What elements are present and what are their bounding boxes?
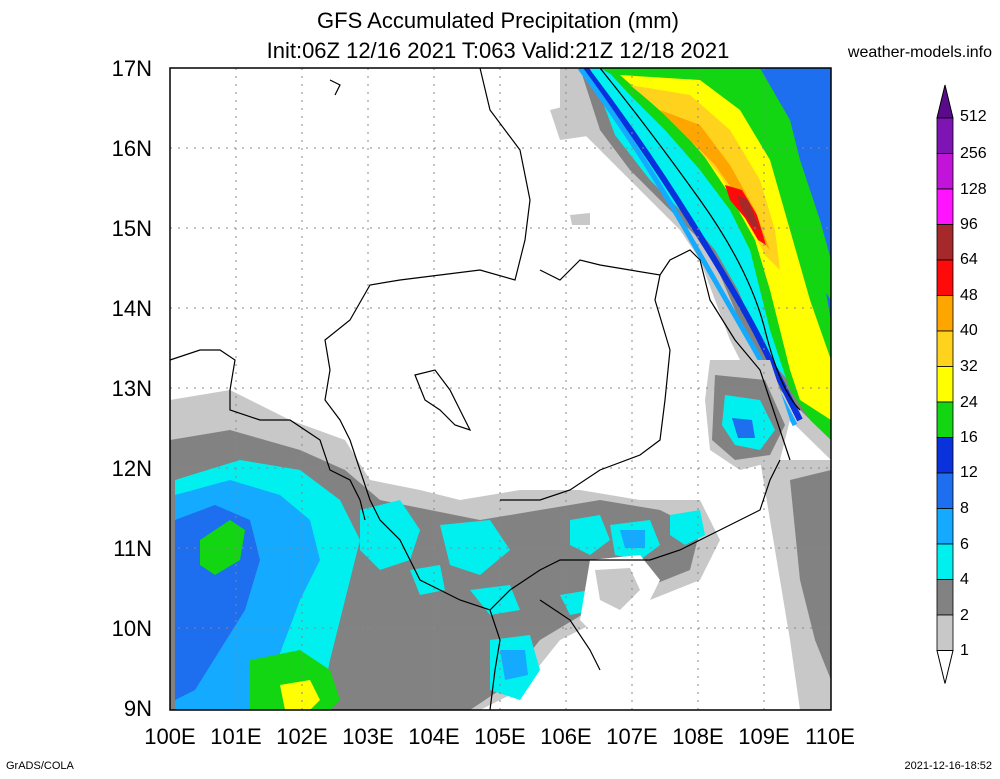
lat-label: 9N — [123, 696, 152, 721]
lat-label: 17N — [111, 56, 152, 81]
colorbar-swatch — [936, 366, 954, 403]
lat-label: 12N — [111, 456, 152, 481]
lon-label: 109E — [738, 724, 790, 749]
colorbar-label: 256 — [960, 145, 987, 162]
software-credit: GrADS/COLA — [6, 760, 74, 772]
colorbar-swatch — [936, 543, 954, 580]
colorbar-label: 512 — [960, 108, 987, 125]
precip-field — [170, 68, 831, 710]
lat-label: 14N — [111, 296, 152, 321]
lon-label: 102E — [276, 724, 328, 749]
colorbar-label: 96 — [960, 216, 978, 233]
lon-label: 104E — [408, 724, 460, 749]
colorbar-swatch — [936, 330, 954, 367]
colorbar-swatch — [936, 437, 954, 474]
precip-colorbar — [936, 84, 954, 684]
colorbar-label: 16 — [960, 429, 978, 446]
colorbar-label: 2 — [960, 607, 969, 624]
colorbar-top-arrow — [936, 84, 954, 119]
website-label: weather-models.info — [847, 44, 992, 61]
colorbar-bottom-arrow — [936, 650, 954, 684]
colorbar-label: 128 — [960, 181, 987, 198]
lat-label: 16N — [111, 136, 152, 161]
colorbar-swatch — [936, 401, 954, 438]
colorbar-swatch — [936, 295, 954, 332]
lon-label: 101E — [210, 724, 262, 749]
colorbar-label: 8 — [960, 500, 969, 517]
colorbar-label: 6 — [960, 536, 969, 553]
lon-label: 110E — [805, 724, 855, 749]
colorbar-swatch — [936, 117, 954, 154]
lon-label: 103E — [342, 724, 394, 749]
lon-label: 107E — [606, 724, 658, 749]
country-borders — [169, 67, 801, 711]
colorbar-label: 64 — [960, 251, 978, 268]
colorbar-label: 12 — [960, 464, 978, 481]
lon-label: 108E — [672, 724, 724, 749]
lat-label: 10N — [111, 616, 152, 641]
map-title: GFS Accumulated Precipitation (mm) — [317, 8, 679, 33]
lat-label: 15N — [111, 216, 152, 241]
colorbar-label: 4 — [960, 571, 969, 588]
colorbar-swatch — [936, 188, 954, 225]
lon-label: 106E — [540, 724, 592, 749]
colorbar-swatch — [936, 579, 954, 616]
colorbar-swatch — [936, 508, 954, 545]
map-subtitle: Init:06Z 12/16 2021 T:063 Valid:21Z 12/1… — [266, 38, 730, 63]
colorbar-swatch — [936, 153, 954, 190]
colorbar-swatch — [936, 614, 954, 651]
colorbar-swatch — [936, 472, 954, 509]
lon-label: 100E — [144, 724, 196, 749]
colorbar-swatch — [936, 259, 954, 296]
generation-timestamp: 2021-12-16-18:52 — [904, 760, 992, 772]
graticule — [170, 68, 831, 710]
colorbar-label: 32 — [960, 358, 978, 375]
lat-label: 11N — [113, 536, 152, 561]
colorbar-swatch — [936, 224, 954, 261]
colorbar-label: 24 — [960, 394, 978, 411]
map-frame — [169, 67, 832, 711]
colorbar-label: 40 — [960, 322, 978, 339]
lat-label: 13N — [111, 376, 152, 401]
lon-label: 105E — [474, 724, 526, 749]
colorbar-label: 1 — [960, 642, 969, 659]
colorbar-label: 48 — [960, 287, 978, 304]
